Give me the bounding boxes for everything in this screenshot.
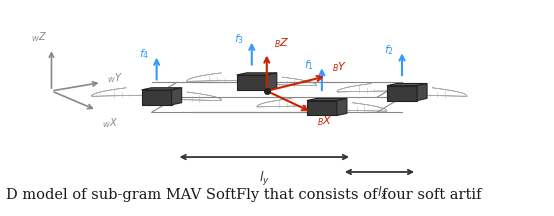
Text: $_BZ$: $_BZ$ — [274, 37, 290, 50]
Polygon shape — [387, 86, 417, 100]
Text: $_WX$: $_WX$ — [101, 116, 117, 130]
Text: $_BX$: $_BX$ — [317, 114, 332, 128]
Polygon shape — [187, 73, 237, 81]
Polygon shape — [257, 98, 307, 107]
Polygon shape — [267, 73, 277, 90]
Text: $l_y$: $l_y$ — [259, 170, 270, 188]
Text: $f_4$: $f_4$ — [139, 47, 150, 61]
Polygon shape — [417, 88, 467, 96]
Polygon shape — [387, 83, 427, 86]
Polygon shape — [172, 88, 182, 105]
Text: $_BY$: $_BY$ — [332, 60, 347, 74]
Polygon shape — [237, 73, 277, 75]
Polygon shape — [417, 83, 427, 100]
Polygon shape — [307, 98, 347, 100]
Polygon shape — [237, 75, 267, 90]
Text: $f_3$: $f_3$ — [234, 32, 244, 46]
Polygon shape — [91, 88, 142, 96]
Polygon shape — [337, 103, 387, 111]
Polygon shape — [337, 84, 387, 92]
Text: $_WZ$: $_WZ$ — [31, 30, 47, 44]
Text: $l_x$: $l_x$ — [377, 185, 387, 201]
Polygon shape — [337, 98, 347, 116]
Text: D model of sub-gram MAV SoftFly that consists of four soft artif: D model of sub-gram MAV SoftFly that con… — [7, 188, 482, 202]
Text: $f_1$: $f_1$ — [304, 58, 315, 72]
Polygon shape — [142, 90, 172, 105]
Text: $f_2$: $f_2$ — [384, 43, 394, 57]
Polygon shape — [307, 100, 337, 116]
Polygon shape — [172, 92, 222, 100]
Polygon shape — [142, 88, 182, 90]
Text: $_WY$: $_WY$ — [106, 71, 122, 85]
Polygon shape — [267, 77, 317, 86]
